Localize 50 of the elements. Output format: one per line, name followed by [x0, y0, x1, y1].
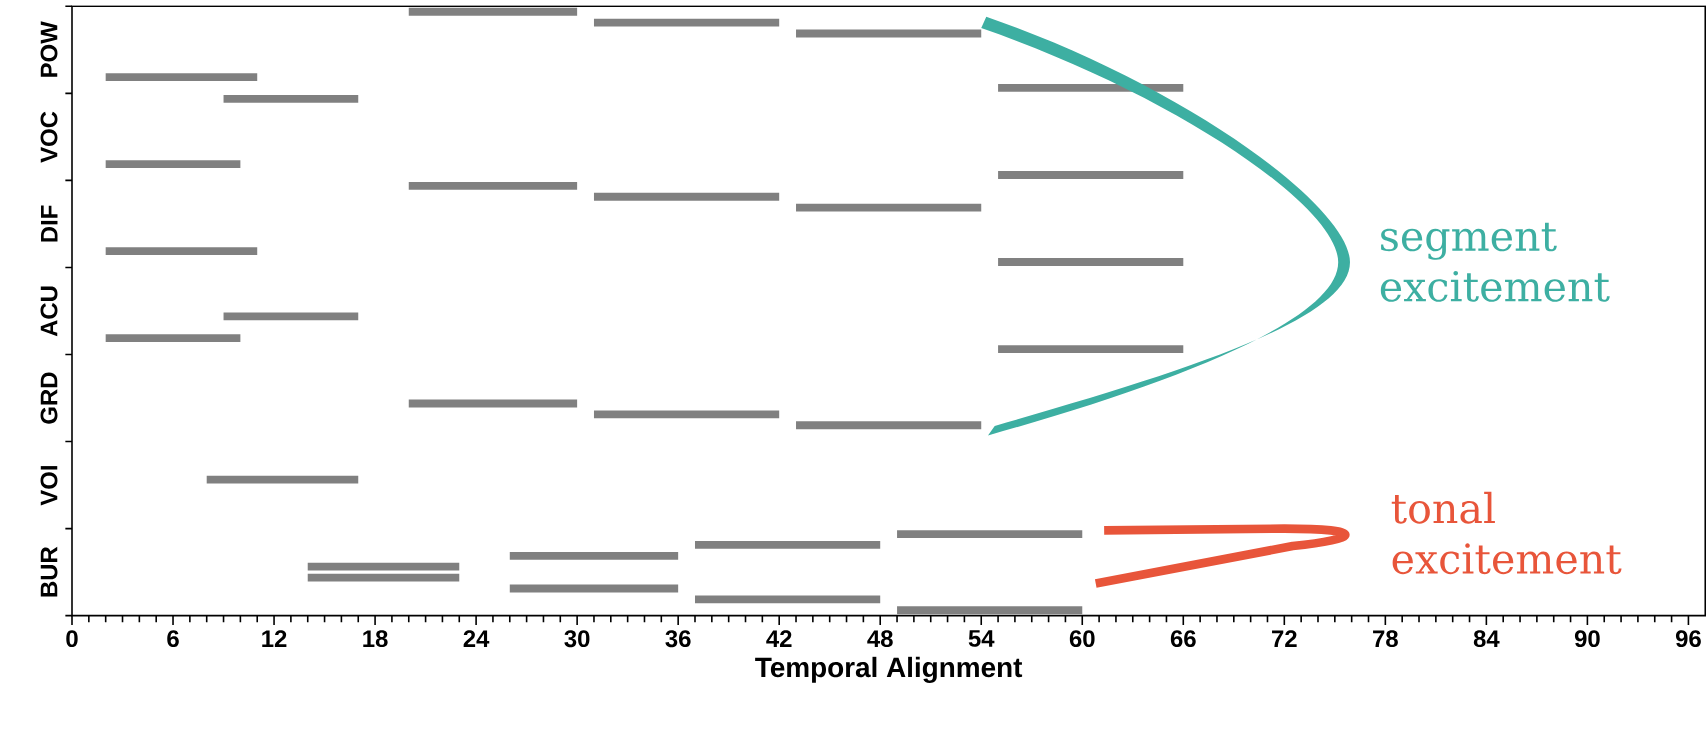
bar — [593, 192, 780, 201]
x-tick-label: 18 — [363, 630, 388, 648]
y-tick-label: VOI — [40, 466, 58, 506]
bar — [307, 573, 460, 582]
bar — [105, 160, 241, 169]
y-tick-label: BUR — [40, 546, 58, 597]
bar — [105, 73, 258, 81]
bar — [796, 421, 982, 430]
bar — [307, 562, 460, 571]
bar — [408, 181, 578, 190]
bar — [998, 171, 1184, 179]
bar — [509, 551, 679, 560]
bar — [998, 345, 1184, 353]
y-tick-label: DIF — [41, 205, 58, 242]
annotation: segment excitement — [1380, 222, 1610, 302]
bar — [105, 334, 241, 343]
bar — [223, 94, 359, 103]
x-tick-label: 60 — [1069, 630, 1095, 648]
bar — [694, 541, 881, 549]
x-tick-label: 96 — [1675, 630, 1701, 648]
x-tick-label: 48 — [867, 630, 893, 648]
bar — [897, 606, 1083, 615]
x-tick-label: 0 — [66, 630, 78, 648]
x-tick-label: 36 — [665, 630, 691, 648]
y-tick-label: GRD — [40, 372, 58, 424]
bar — [897, 530, 1083, 538]
x-tick-label: 72 — [1272, 630, 1297, 647]
x-axis-title: Temporal Alignment — [755, 656, 1023, 683]
annotation: tonal excitement — [1391, 491, 1622, 575]
x-tick-label: 84 — [1473, 630, 1500, 648]
x-tick-label: 42 — [766, 630, 792, 647]
bar — [694, 595, 881, 604]
bar — [998, 258, 1184, 266]
x-tick-label: 66 — [1170, 630, 1196, 648]
x-tick-label: 54 — [968, 630, 995, 647]
bar — [408, 7, 578, 16]
bar — [105, 247, 258, 256]
y-tick-label: ACU — [40, 286, 58, 337]
bar — [206, 475, 359, 484]
bar — [796, 203, 982, 212]
bar — [593, 410, 780, 419]
y-tick-label: VOC — [40, 111, 58, 163]
x-tick-label: 12 — [262, 630, 287, 647]
y-tick-label: POW — [40, 21, 58, 77]
bar — [593, 18, 780, 27]
x-tick-label: 78 — [1373, 630, 1398, 648]
x-tick-label: 90 — [1574, 630, 1600, 648]
x-tick-label: 30 — [564, 630, 590, 648]
x-tick-label: 24 — [463, 630, 490, 647]
x-tick-label: 6 — [167, 630, 179, 648]
